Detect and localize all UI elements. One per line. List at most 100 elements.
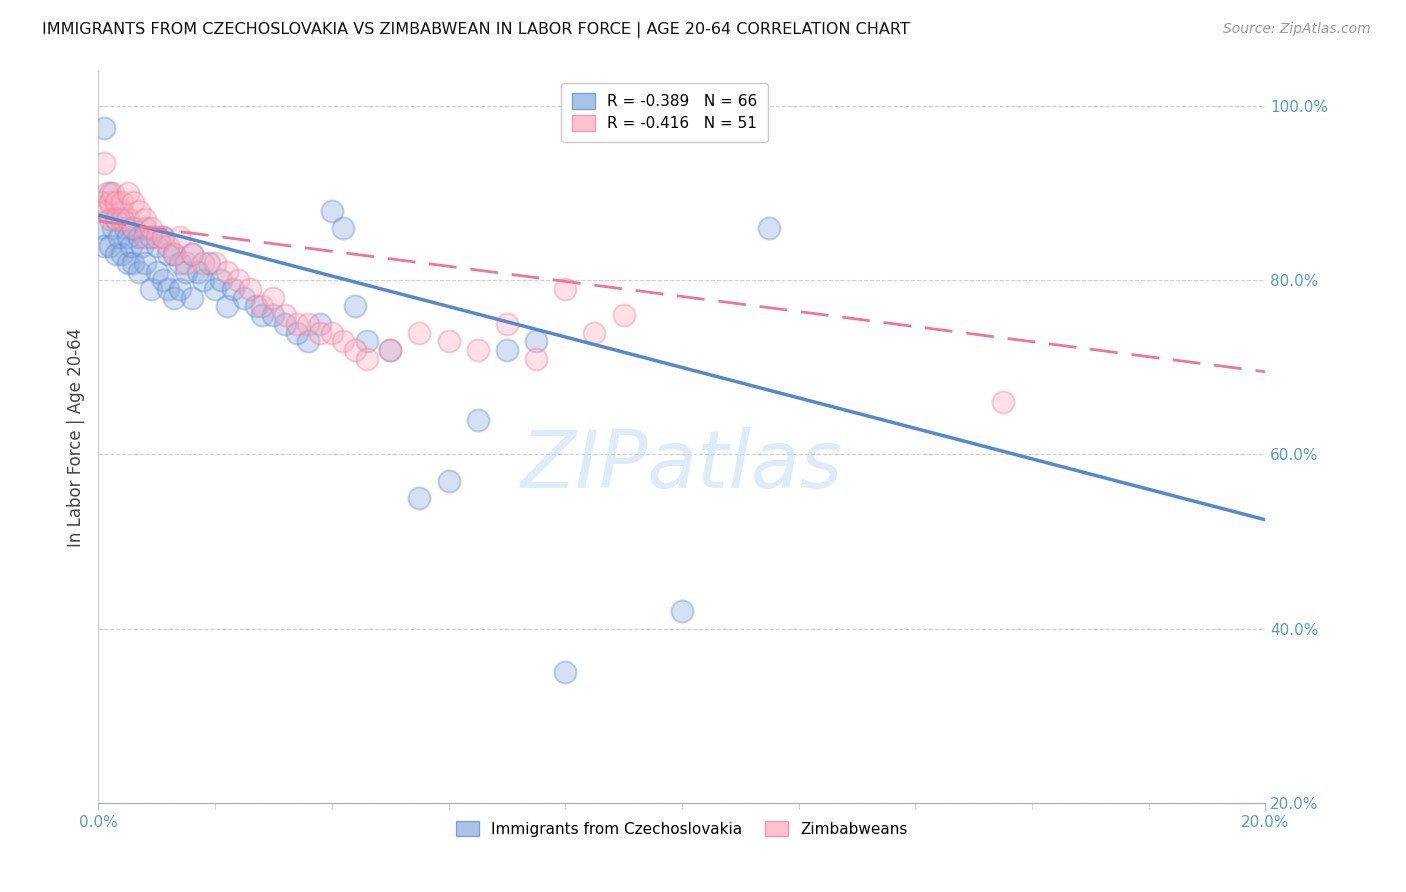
Point <box>285 317 308 331</box>
Point <box>309 326 332 340</box>
Point <box>134 229 156 244</box>
Point <box>180 247 202 261</box>
Point <box>245 300 267 314</box>
Point <box>122 221 145 235</box>
Point <box>139 221 162 235</box>
Point <box>198 256 221 270</box>
Point <box>117 256 139 270</box>
Point <box>152 229 174 244</box>
Point <box>108 229 131 244</box>
Point <box>758 221 780 235</box>
Point <box>122 221 145 235</box>
Point <box>117 229 139 244</box>
Point <box>408 491 430 505</box>
Point <box>344 300 367 314</box>
Point <box>101 186 124 201</box>
Point <box>204 282 226 296</box>
Point <box>356 334 378 349</box>
Point <box>93 238 115 252</box>
Point <box>117 186 139 201</box>
Point <box>104 212 127 227</box>
Point <box>96 203 118 218</box>
Point <box>233 291 256 305</box>
Point <box>96 186 118 201</box>
Point <box>380 343 402 357</box>
Point <box>193 256 215 270</box>
Point <box>991 395 1014 409</box>
Point <box>344 343 367 357</box>
Point <box>111 203 134 218</box>
Point <box>157 238 180 252</box>
Point <box>104 212 127 227</box>
Point <box>169 256 191 270</box>
Point <box>98 194 121 209</box>
Point <box>193 273 215 287</box>
Point <box>93 155 115 169</box>
Point <box>139 282 162 296</box>
Point <box>122 194 145 209</box>
Point <box>612 308 634 322</box>
Point <box>152 273 174 287</box>
Point <box>356 351 378 366</box>
Point <box>157 247 180 261</box>
Point <box>554 665 576 680</box>
Text: ZIPatlas: ZIPatlas <box>520 427 844 506</box>
Point <box>163 247 186 261</box>
Point <box>98 186 121 201</box>
Point <box>321 203 343 218</box>
Point <box>98 212 121 227</box>
Point <box>169 282 191 296</box>
Point <box>467 412 489 426</box>
Point <box>180 247 202 261</box>
Point <box>146 265 169 279</box>
Point <box>250 308 273 322</box>
Point <box>215 265 238 279</box>
Point <box>117 212 139 227</box>
Y-axis label: In Labor Force | Age 20-64: In Labor Force | Age 20-64 <box>66 327 84 547</box>
Point <box>239 282 262 296</box>
Legend: Immigrants from Czechoslovakia, Zimbabweans: Immigrants from Czechoslovakia, Zimbabwe… <box>450 814 914 843</box>
Point <box>163 247 186 261</box>
Point <box>104 194 127 209</box>
Point <box>496 343 519 357</box>
Point <box>93 203 115 218</box>
Point <box>90 194 112 209</box>
Point <box>221 282 243 296</box>
Point <box>332 221 354 235</box>
Point <box>524 334 547 349</box>
Point <box>228 273 250 287</box>
Point <box>554 282 576 296</box>
Point <box>437 334 460 349</box>
Point <box>180 291 202 305</box>
Point <box>262 308 284 322</box>
Point <box>120 238 142 252</box>
Point <box>111 247 134 261</box>
Point <box>297 317 319 331</box>
Point <box>122 256 145 270</box>
Point <box>128 265 150 279</box>
Point <box>380 343 402 357</box>
Point <box>93 120 115 135</box>
Point <box>128 229 150 244</box>
Point <box>114 221 136 235</box>
Point <box>146 229 169 244</box>
Point <box>90 221 112 235</box>
Point <box>134 256 156 270</box>
Point <box>134 212 156 227</box>
Point <box>524 351 547 366</box>
Point <box>467 343 489 357</box>
Point <box>111 212 134 227</box>
Point <box>332 334 354 349</box>
Point <box>437 474 460 488</box>
Point <box>163 291 186 305</box>
Point <box>285 326 308 340</box>
Point <box>187 265 209 279</box>
Point <box>583 326 606 340</box>
Point <box>671 604 693 618</box>
Text: Source: ZipAtlas.com: Source: ZipAtlas.com <box>1223 22 1371 37</box>
Point <box>321 326 343 340</box>
Point <box>174 265 197 279</box>
Point <box>496 317 519 331</box>
Point <box>98 238 121 252</box>
Point <box>174 256 197 270</box>
